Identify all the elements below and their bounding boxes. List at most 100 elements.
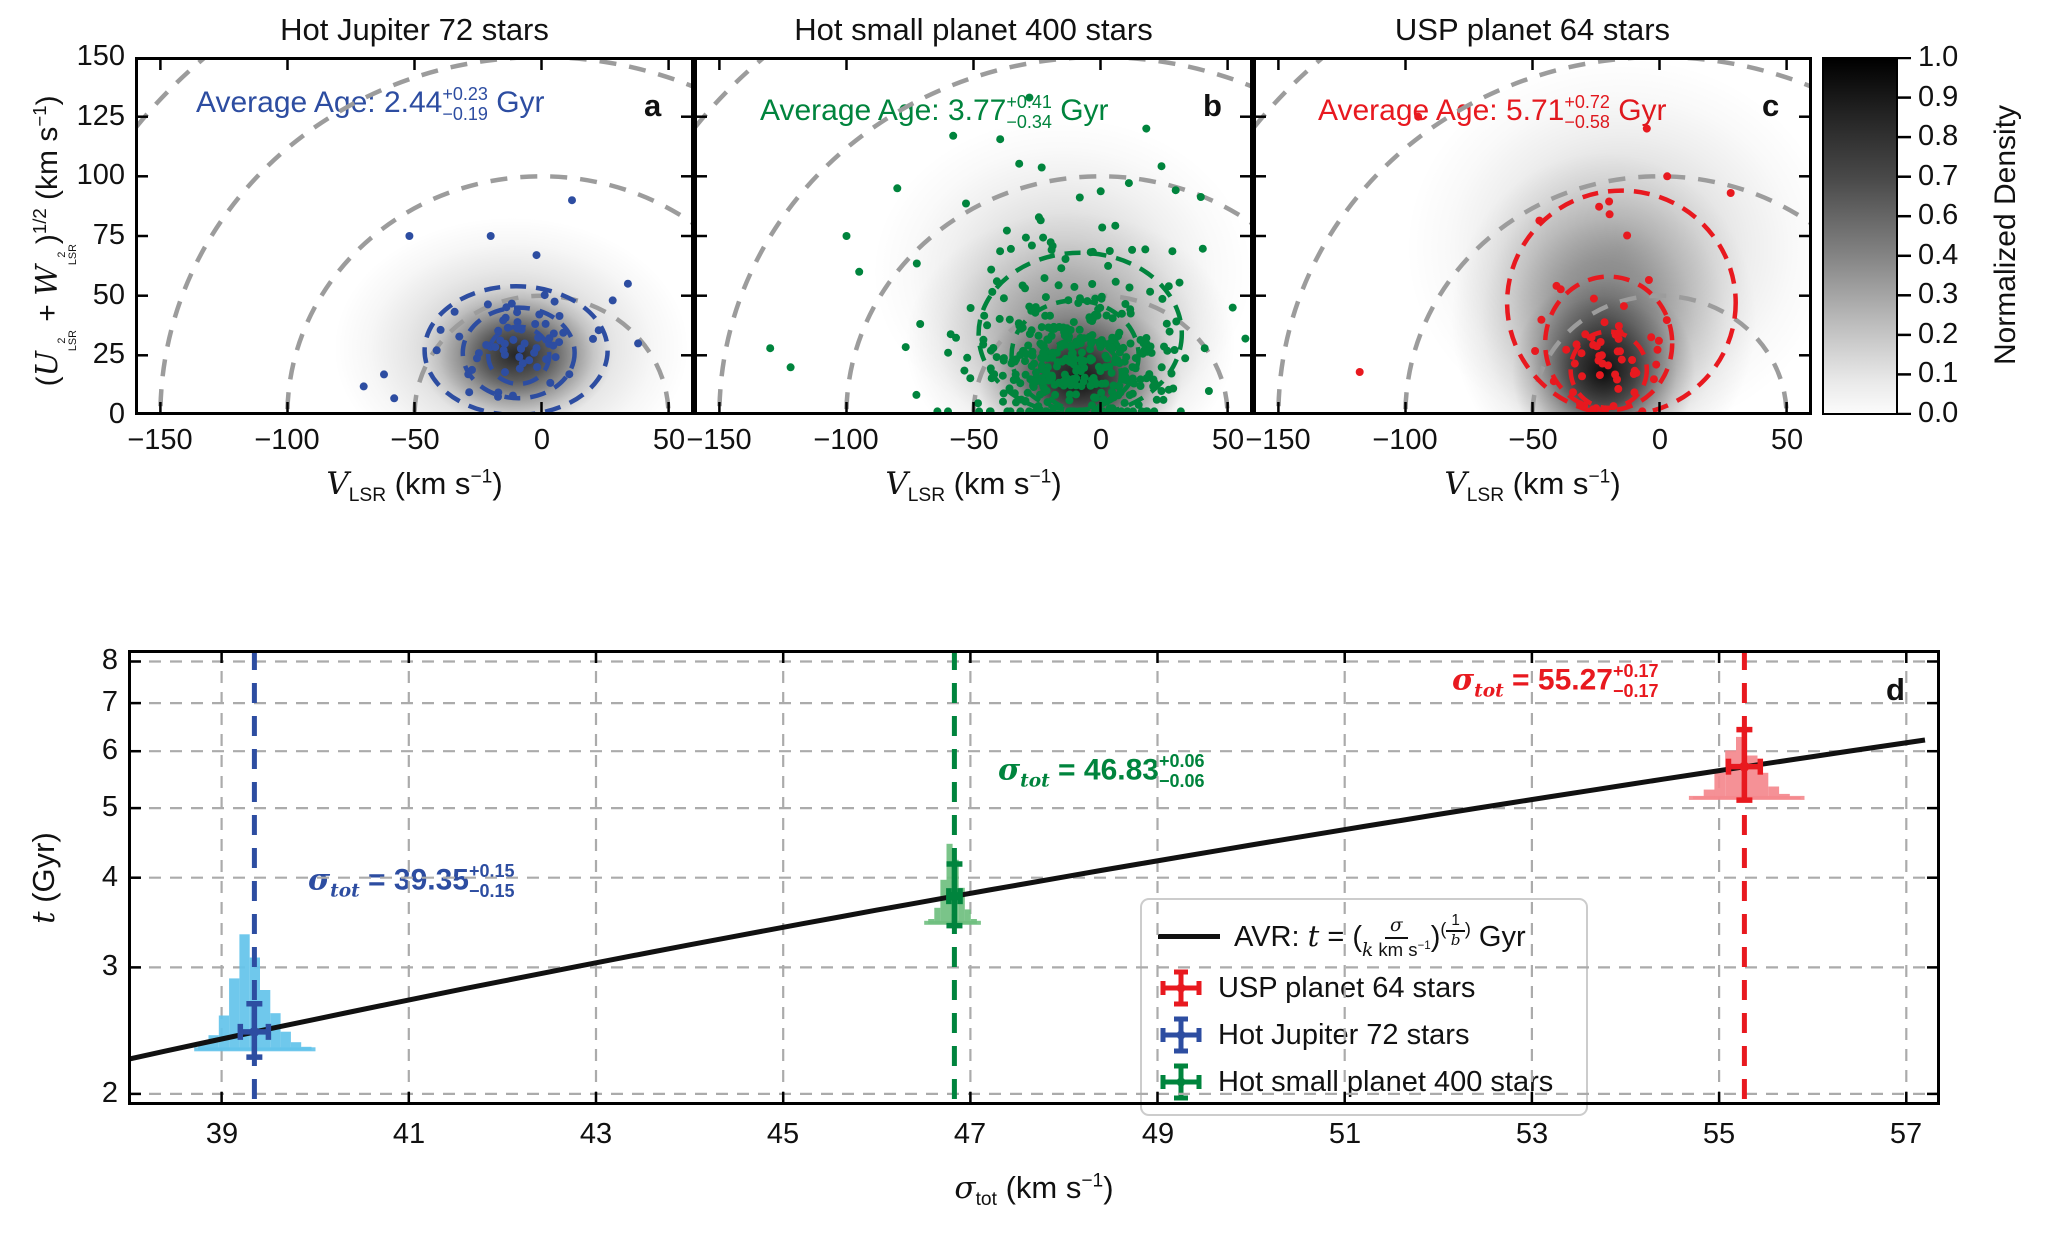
scatter-point [1025,330,1034,338]
histogram-bar [198,1044,209,1051]
x-tick-label: 0 [1092,424,1110,456]
scatter-point [594,326,603,335]
scatter-point [533,363,542,372]
scatter-point [1576,400,1585,409]
colorbar-tick-label: 0.2 [1918,318,1959,350]
y-tick-label: 4 [101,861,118,893]
scatter-point [525,356,534,365]
colorbar-tick-label: 0.0 [1918,397,1959,429]
scatter-point [1044,323,1053,332]
scatter-point [1142,124,1151,133]
scatter-point [786,363,795,372]
colorbar-label: Normalized Density [1989,104,2022,366]
scatter-point [974,399,982,408]
scatter-point [468,365,476,374]
scatter-point [1079,377,1088,386]
scatter-point [1589,405,1597,414]
scatter-point [1005,315,1014,324]
legend-box: AVR: t = (σ k km s−1)(1 b) Gyr USP planet … [1140,898,1588,1117]
histogram-bar [260,990,271,1051]
x-tick-label: 43 [579,1118,613,1150]
scatter-point [491,343,500,352]
scatter-point [1572,340,1581,349]
scatter-point [1064,296,1073,305]
scatter-point [1630,366,1639,375]
scatter-point [1025,93,1034,102]
scatter-point [494,326,503,335]
avg-label: Average Age: [760,94,948,128]
scatter-point [1196,193,1205,201]
scatter-point [989,344,998,352]
scatter-point [359,382,368,391]
scatter-point [1096,187,1105,196]
scatter-point [540,291,549,300]
avr-panel [128,650,1940,1105]
scatter-point [1241,334,1250,343]
scatter-point [1414,112,1423,121]
scatter-point [1198,244,1207,253]
scatter-point [1096,303,1105,312]
histogram-bar [1746,755,1758,799]
scatter-point [1613,347,1622,356]
scatter-point [960,366,969,375]
avr-line [128,737,1926,1062]
scatter-point [1615,328,1624,337]
scatter-point [1128,389,1137,398]
scatter-point [979,335,988,344]
scatter-point [1592,342,1601,351]
scatter-point [515,353,524,361]
colorbar-tick-label: 0.4 [1918,239,1959,271]
scatter-point [549,329,558,338]
x-tick-label: −100 [254,424,320,456]
scatter-point [1107,343,1116,352]
top-y-axis-label: (U 2 LSR + W 2 LSR)1/2 (km s−1) [29,95,79,387]
scatter-point [1142,374,1151,383]
x-tick-label: 50 [652,424,686,456]
histogram-bar [970,919,977,924]
scatter-point [1644,276,1653,284]
histogram-bar [290,1042,302,1051]
scatter-point [1034,402,1043,411]
x-tick-label: 0 [1651,424,1669,456]
errorbar-marker [946,861,963,929]
x-tick-label: 0 [533,424,551,456]
scatter-point [513,323,522,332]
scatter-point [1595,371,1604,380]
scatter-point [483,300,492,309]
scatter-point [1034,331,1043,340]
scatter-point [1011,370,1020,379]
legend-item-label: Hot small planet 400 stars [1218,1065,1554,1098]
y-tick-label: 3 [101,950,118,982]
scatter-point [500,339,509,348]
scatter-point [473,354,481,363]
scatter-point [1104,261,1113,270]
errorbar-glyph-usp-icon [1158,968,1204,1008]
scatter-point [549,341,558,350]
scatter-point [1204,387,1213,395]
scatter-point [509,335,518,344]
y-tick-label: 125 [76,100,125,132]
scatter-point [494,388,503,397]
scatter-point [1085,313,1094,322]
scatter-point [1228,303,1237,312]
kde-contour [460,305,577,401]
scatter-point [380,370,388,379]
scatter-point [499,316,508,325]
scatter-point [1079,357,1088,365]
scatter-point [589,334,597,343]
scatter-point [1055,323,1064,331]
scatter-point [1157,387,1166,395]
panel-a-title: Hot Jupiter 72 stars [280,12,549,47]
scatter-point [1069,318,1078,327]
scatter-point [390,394,399,403]
scatter-point [1611,370,1620,379]
scatter-point [546,378,555,387]
avg-label: Average Age: [196,86,384,120]
scatter-point [1619,302,1628,311]
scatter-point [1111,277,1120,286]
scatter-point [1158,294,1167,303]
kde-contour [1504,188,1738,415]
scatter-point [1152,395,1161,404]
scatter-point [1131,354,1140,363]
scatter-point [1556,285,1565,294]
